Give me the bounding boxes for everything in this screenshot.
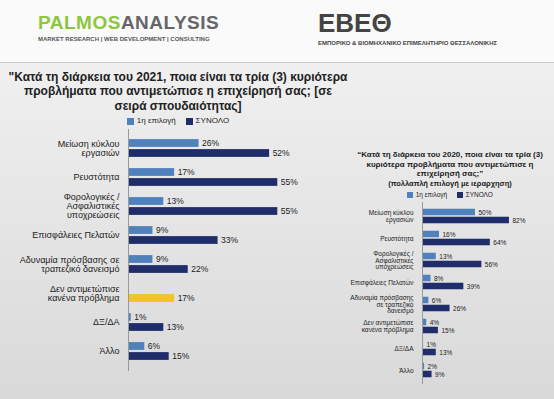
svg-text:ΔΞ/ΔΑ: ΔΞ/ΔΑ — [394, 344, 414, 351]
svg-text:ΔΞ/ΔΑ: ΔΞ/ΔΑ — [93, 318, 119, 328]
svg-text:13%: 13% — [439, 348, 452, 355]
svg-text:26%: 26% — [202, 138, 219, 148]
svg-text:6%: 6% — [148, 341, 161, 351]
html-text:1η επιλογή: 1η επιλογή — [415, 190, 448, 198]
svg-text:39%: 39% — [467, 282, 480, 289]
html-text:"Κατά τη διάρκεια του 2021, πο: "Κατά τη διάρκεια του 2021, ποια είναι τ… — [8, 70, 348, 113]
svg-text:Δεν αντιμετώπισεκανένα πρόβλημ: Δεν αντιμετώπισεκανένα πρόβλημα — [362, 319, 414, 334]
svg-text:Αδυναμία πρόσβασης σετραπεζικό: Αδυναμία πρόσβασης σετραπεζικό δανεισμό — [20, 255, 120, 274]
svg-text:Μείωση κύκλουεργασιών: Μείωση κύκλουεργασιών — [58, 139, 120, 158]
svg-text:Επισφάλειες Πελατών: Επισφάλειες Πελατών — [351, 278, 414, 286]
html-text:ΕΒΕΘ: ΕΒΕΘ — [318, 8, 392, 38]
svg-text:Επισφάλειες Πελατών: Επισφάλειες Πελατών — [32, 231, 120, 241]
html-text:MARKET RESEARCH | WEB DEVELOPM: MARKET RESEARCH | WEB DEVELOPMENT | CONS… — [38, 36, 210, 42]
svg-text:15%: 15% — [441, 326, 454, 333]
svg-text:Δεν αντιμετώπισεκανένα πρόβλημ: Δεν αντιμετώπισεκανένα πρόβλημα — [48, 284, 120, 303]
html-text:1η επιλογή: 1η επιλογή — [136, 116, 176, 126]
svg-text:16%: 16% — [442, 230, 455, 237]
svg-text:55%: 55% — [281, 177, 298, 187]
svg-text:13%: 13% — [167, 196, 184, 206]
svg-text:1%: 1% — [427, 340, 437, 347]
svg-text:Άλλο: Άλλο — [399, 366, 414, 373]
svg-text:9%: 9% — [156, 254, 169, 264]
svg-text:4%: 4% — [430, 318, 440, 325]
svg-text:13%: 13% — [167, 322, 184, 332]
html-text:ΕΜΠΟΡΙΚΟ & ΒΙΟΜΗΧΑΝΙΚΟ ΕΠΙΜΕΛΗ: ΕΜΠΟΡΙΚΟ & ΒΙΟΜΗΧΑΝΙΚΟ ΕΠΙΜΕΛΗΤΗΡΙΟ ΘΕΣΣ… — [318, 40, 498, 46]
svg-text:6%: 6% — [432, 296, 442, 303]
svg-text:Φορολογικές /Ασφαλιστικέςυποχρ: Φορολογικές /Ασφαλιστικέςυποχρεώσεις — [373, 250, 414, 271]
html-text:PALMOS ANALYSIS: PALMOS ANALYSIS — [38, 12, 220, 33]
svg-text:Αδυναμία πρόσβασηςσε τραπεζικό: Αδυναμία πρόσβασηςσε τραπεζικόδανεισμό — [350, 294, 414, 315]
svg-text:82%: 82% — [512, 216, 525, 223]
svg-text:17%: 17% — [178, 167, 195, 177]
svg-text:Μείωση κύκλουεργασιών: Μείωση κύκλουεργασιών — [369, 209, 414, 224]
svg-text:9%: 9% — [156, 225, 169, 235]
svg-text:Ρευστότητα: Ρευστότητα — [380, 234, 414, 242]
svg-text:13%: 13% — [439, 252, 452, 259]
svg-text:9%: 9% — [435, 370, 445, 377]
html-text:(πολλαπλή επιλογή με ιεραρχηση: (πολλαπλή επιλογή με ιεραρχηση) — [388, 178, 512, 188]
svg-text:52%: 52% — [273, 148, 290, 158]
svg-text:Φορολογικές /Ασφαλιστικέςυποχρ: Φορολογικές /Ασφαλιστικέςυποχρεώσεις — [64, 193, 121, 221]
svg-text:Άλλο: Άλλο — [100, 347, 120, 357]
svg-text:55%: 55% — [281, 206, 298, 216]
svg-text:Ρευστότητα: Ρευστότητα — [73, 173, 119, 183]
html-text:ΣΥΝΟΛΟ: ΣΥΝΟΛΟ — [465, 190, 493, 198]
svg-text:33%: 33% — [221, 235, 238, 245]
html-text:ΣΥΝΟΛΟ: ΣΥΝΟΛΟ — [195, 116, 230, 126]
svg-text:64%: 64% — [493, 238, 506, 245]
svg-text:26%: 26% — [453, 304, 466, 311]
html-text:“Κατά τη διάρκεια του 2020, πο: “Κατά τη διάρκεια του 2020, ποια είναι τ… — [357, 150, 543, 179]
svg-text:17%: 17% — [178, 293, 195, 303]
svg-text:56%: 56% — [485, 260, 498, 267]
svg-text:22%: 22% — [191, 264, 208, 274]
svg-text:2%: 2% — [428, 362, 438, 369]
svg-text:1%: 1% — [134, 312, 147, 322]
svg-text:50%: 50% — [479, 208, 492, 215]
svg-text:8%: 8% — [434, 274, 444, 281]
svg-text:15%: 15% — [172, 351, 189, 361]
